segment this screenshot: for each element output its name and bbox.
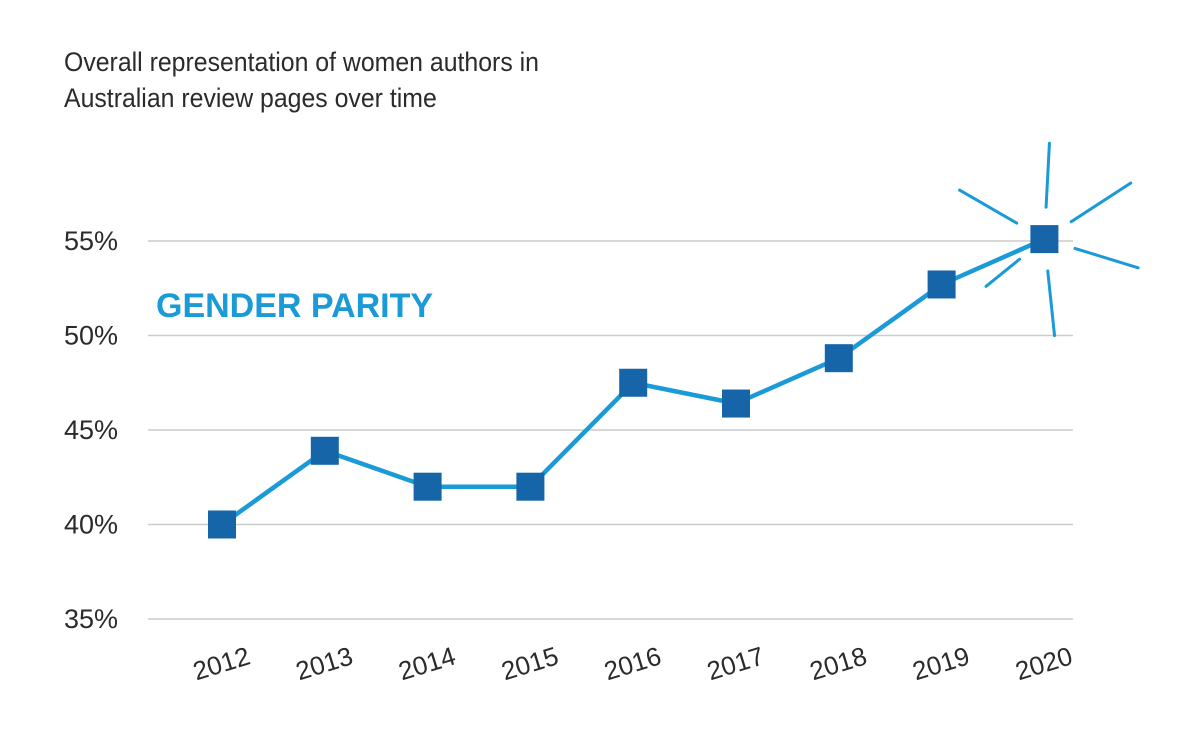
y-tick-label: 35%	[64, 604, 118, 634]
y-tick-label: 50%	[64, 321, 118, 351]
data-point-marker	[619, 368, 648, 397]
data-point-marker	[927, 270, 956, 299]
y-axis-ticks: 35% 40% 45% 50% 55%	[64, 226, 118, 634]
gridlines	[148, 240, 1073, 620]
data-point-marker	[208, 510, 236, 539]
x-tick-label: 2016	[601, 641, 665, 687]
series-markers	[208, 225, 1059, 539]
y-tick-label: 40%	[64, 510, 118, 540]
x-tick-label: 2019	[909, 641, 973, 687]
y-tick-label: 55%	[64, 226, 118, 256]
data-point-marker	[413, 472, 442, 501]
highlight-ray	[958, 188, 1019, 225]
data-point-marker	[516, 472, 545, 501]
data-point-marker	[824, 344, 853, 373]
highlight-burst	[958, 141, 1140, 338]
gender-parity-annotation: GENDER PARITY	[156, 287, 433, 325]
highlight-ray	[1073, 246, 1140, 270]
y-tick-label: 45%	[64, 415, 118, 445]
data-point-marker	[1030, 225, 1059, 254]
x-tick-label: 2015	[498, 641, 562, 687]
data-point-marker	[310, 436, 339, 465]
highlight-ray	[1044, 141, 1051, 209]
highlight-ray	[1046, 269, 1057, 338]
x-tick-label: 2012	[189, 641, 253, 687]
data-point-marker	[722, 389, 750, 418]
x-tick-label: 2014	[395, 641, 459, 687]
x-axis-ticks: 2012 2013 2014 2015 2016 2017 2018 2019 2020	[189, 641, 1075, 687]
x-tick-label: 2017	[703, 641, 767, 687]
chart-title-line-2: Australian review pages over time	[64, 83, 437, 113]
x-tick-label: 2020	[1012, 641, 1076, 687]
chart-title: Overall representation of women authors …	[64, 44, 634, 116]
x-tick-label: 2013	[292, 641, 356, 687]
highlight-ray	[984, 257, 1022, 288]
x-tick-label: 2018	[806, 641, 870, 687]
chart-title-line-1: Overall representation of women authors …	[64, 47, 539, 77]
highlight-ray	[1069, 181, 1133, 224]
